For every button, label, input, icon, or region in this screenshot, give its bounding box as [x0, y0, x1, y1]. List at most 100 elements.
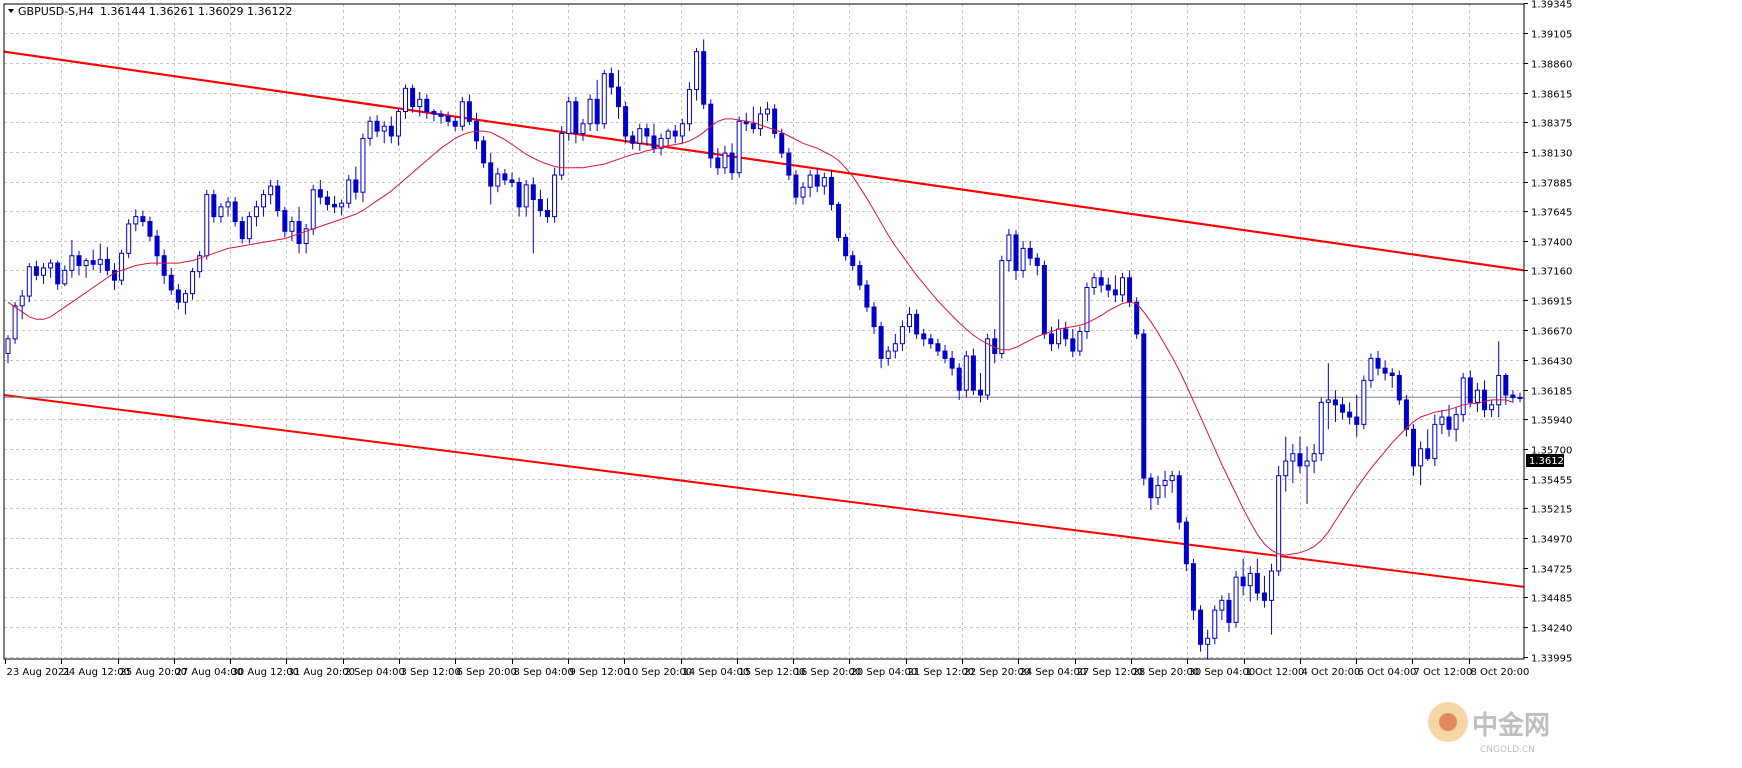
- candle: [843, 233, 849, 261]
- candle-body-bull: [807, 174, 813, 188]
- candle: [523, 179, 529, 217]
- candle-body-bear: [544, 210, 550, 218]
- candle: [111, 263, 117, 290]
- candle: [1432, 414, 1438, 466]
- candle: [1361, 375, 1367, 430]
- candle-body-bull: [1155, 484, 1161, 499]
- candle: [694, 47, 700, 101]
- candle-body-bear: [111, 269, 117, 281]
- x-tick-label: 14 Sep 04:00: [683, 667, 750, 678]
- candle-body-bear: [836, 203, 842, 238]
- candle: [1063, 321, 1069, 347]
- candle-body-bear: [1198, 609, 1204, 645]
- candle-body-bull: [5, 338, 11, 354]
- candle: [324, 190, 330, 211]
- candle: [899, 320, 905, 352]
- x-tick-label: 9 Sep 12:00: [570, 667, 630, 678]
- x-tick-label: 31 Aug 20:00: [288, 667, 355, 678]
- candle-body-bull: [1169, 475, 1175, 482]
- x-tick-label: 8 Oct 20:00: [1471, 667, 1530, 678]
- candle-body-bear: [324, 196, 330, 205]
- candle: [1162, 470, 1168, 498]
- candle: [1034, 253, 1040, 276]
- candle-body-bear: [750, 123, 756, 130]
- candle-body-bull: [1418, 448, 1424, 467]
- x-tick-label: 4 Oct 20:00: [1302, 667, 1361, 678]
- candle: [1219, 595, 1225, 620]
- x-tick-label: 24 Sep 04:00: [1020, 667, 1087, 678]
- candle-body-bear: [211, 194, 217, 218]
- candle-body-bear: [1332, 399, 1338, 406]
- candle-body-bull: [736, 120, 742, 174]
- candle-body-bear: [1226, 599, 1232, 623]
- candle: [708, 99, 714, 168]
- candle: [218, 203, 224, 223]
- x-tick-label: 22 Sep 20:00: [964, 667, 1031, 678]
- candle: [339, 199, 345, 216]
- candle-body-bear: [438, 113, 444, 117]
- candle: [949, 351, 955, 376]
- candle: [1425, 429, 1431, 462]
- y-tick-label: 1.34240: [1531, 624, 1572, 635]
- candle: [935, 338, 941, 356]
- y-tick-label: 1.37645: [1531, 208, 1572, 219]
- candle: [438, 110, 444, 124]
- candle-body-bull: [566, 101, 572, 135]
- candle-body-bull: [800, 186, 806, 198]
- candle-body-bear: [715, 157, 721, 169]
- y-tick-label: 1.35700: [1531, 446, 1572, 457]
- candle: [1325, 363, 1331, 430]
- candle: [459, 96, 465, 132]
- candle: [1013, 230, 1019, 281]
- x-tick-label: 24 Aug 12:00: [63, 667, 130, 678]
- candle: [701, 39, 707, 110]
- candle: [985, 333, 991, 400]
- candle-body-bear: [1141, 333, 1147, 479]
- candle-body-bear: [1382, 367, 1388, 374]
- candle: [921, 329, 927, 347]
- candle-body-bull: [204, 194, 210, 257]
- candle: [672, 124, 678, 144]
- candle: [1297, 436, 1303, 474]
- candle-body-bull: [1119, 277, 1125, 296]
- candle-body-bull: [1020, 247, 1026, 271]
- candle-body-bull: [907, 313, 913, 328]
- candle-body-bull: [686, 89, 692, 125]
- candle: [310, 184, 316, 235]
- candle-body-bull: [197, 255, 203, 273]
- candle-body-bear: [843, 236, 849, 257]
- candle-body-bear: [1254, 572, 1260, 594]
- candle-body-bear: [76, 255, 82, 267]
- candle-body-bear: [1467, 377, 1473, 403]
- candle-body-bear: [424, 98, 430, 113]
- candle-body-bull: [757, 113, 763, 130]
- candle: [1304, 446, 1310, 504]
- candle-body-bull: [963, 355, 969, 391]
- candle-body-bear: [232, 201, 238, 223]
- dropdown-triangle-icon[interactable]: [8, 9, 14, 13]
- candle: [1254, 558, 1260, 601]
- candle-body-bear: [608, 73, 614, 88]
- candle: [850, 250, 856, 271]
- candle: [1183, 517, 1189, 572]
- candle: [1489, 399, 1495, 418]
- candle: [1006, 228, 1012, 272]
- x-tick-label: 20 Sep 04:00: [851, 667, 918, 678]
- candle-body-bull: [310, 189, 316, 230]
- candle-body-bear: [1297, 453, 1303, 467]
- candle-body-bull: [1283, 460, 1289, 477]
- candle: [1368, 353, 1374, 388]
- x-tick-label: 15 Sep 12:00: [739, 667, 806, 678]
- candle: [1226, 593, 1232, 633]
- candle-body-bull: [1325, 399, 1331, 403]
- current-price-tag: 1.36122: [1526, 454, 1570, 467]
- x-tick-label: 30 Sep 04:00: [1189, 667, 1256, 678]
- candle-body-bull: [303, 228, 309, 245]
- moving-average: [7, 118, 1514, 556]
- candle: [182, 289, 188, 315]
- candle-body-bull: [679, 123, 685, 137]
- candle-body-bull: [552, 174, 558, 218]
- candle-body-bull: [1432, 423, 1438, 460]
